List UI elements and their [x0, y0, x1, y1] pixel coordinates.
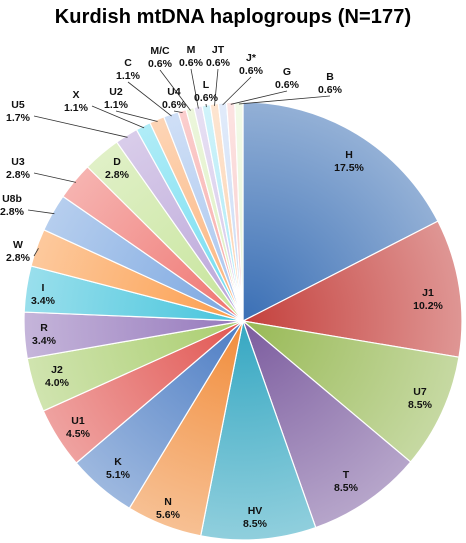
leader-lines	[27, 68, 331, 257]
slice-label-u3: U3 2.8%	[6, 156, 31, 181]
leader-line-g	[230, 90, 288, 105]
pie-slice-hv	[199, 318, 317, 541]
leader-line-u4	[173, 110, 183, 113]
leader-line-u3	[33, 172, 77, 183]
slice-label-k: K 5.1%	[106, 456, 131, 481]
slice-label-d: D 2.8%	[105, 156, 130, 181]
leader-line-u2	[115, 110, 158, 122]
slice-label-g: G 0.6%	[275, 66, 300, 91]
slice-label-u2: U2 1.1%	[104, 86, 129, 111]
pie-slice-j1	[241, 220, 463, 358]
leader-line-x	[91, 105, 145, 129]
leader-line-w	[33, 248, 39, 257]
slice-label-h: H 17.5%	[334, 149, 364, 174]
leader-line-u5	[33, 115, 128, 138]
slice-label-b: B 0.6%	[318, 71, 343, 96]
slice-label-u5: U5 1.7%	[6, 99, 31, 124]
slice-label-l: L 0.6%	[194, 79, 219, 104]
slice-label-hv: HV 8.5%	[243, 505, 268, 530]
pie-slice-h	[242, 101, 439, 322]
slice-label-u1: U1 4.5%	[66, 415, 91, 440]
slice-label-w: W 2.8%	[6, 239, 31, 264]
slice-label-r: R 3.4%	[32, 322, 57, 347]
slice-label-c: C 1.1%	[116, 57, 141, 82]
leader-line-jt	[214, 68, 219, 106]
slice-label-m-c: M/C 0.6%	[148, 45, 173, 70]
leader-line-j-	[222, 76, 252, 106]
leader-line-u8b	[27, 209, 55, 215]
slice-label-u7: U7 8.5%	[408, 386, 433, 411]
leader-line-b	[238, 95, 331, 105]
slice-label-x: X 1.1%	[64, 89, 89, 114]
chart-title: Kurdish mtDNA haplogroups (N=177)	[54, 6, 412, 28]
slice-label-j1: J1 10.2%	[413, 287, 443, 312]
pie-slices	[23, 101, 463, 541]
leader-line-m-c	[159, 69, 191, 111]
slice-label-m: M 0.6%	[179, 44, 204, 69]
slice-label-n: N 5.6%	[156, 496, 181, 521]
pie-slice-t	[241, 319, 412, 529]
leader-line-m	[190, 68, 199, 109]
slice-label-u8b: U8b 2.8%	[0, 193, 25, 218]
leader-line-c	[127, 81, 172, 117]
pie-slice-u7	[240, 320, 460, 463]
slice-label-u4: U4 0.6%	[162, 86, 187, 111]
slice-label-i: I 3.4%	[31, 282, 56, 307]
slice-label-j2: J2 4.0%	[45, 364, 70, 389]
slice-label-j-: J* 0.6%	[239, 52, 264, 77]
slice-labels: H 17.5% J1 10.2% U7 8.5% T 8.5% HV 8.5% N 5.6% K 5.1%…	[0, 44, 444, 530]
slice-label-jt: JT 0.6%	[206, 44, 231, 69]
slice-label-t: T 8.5%	[334, 469, 359, 494]
